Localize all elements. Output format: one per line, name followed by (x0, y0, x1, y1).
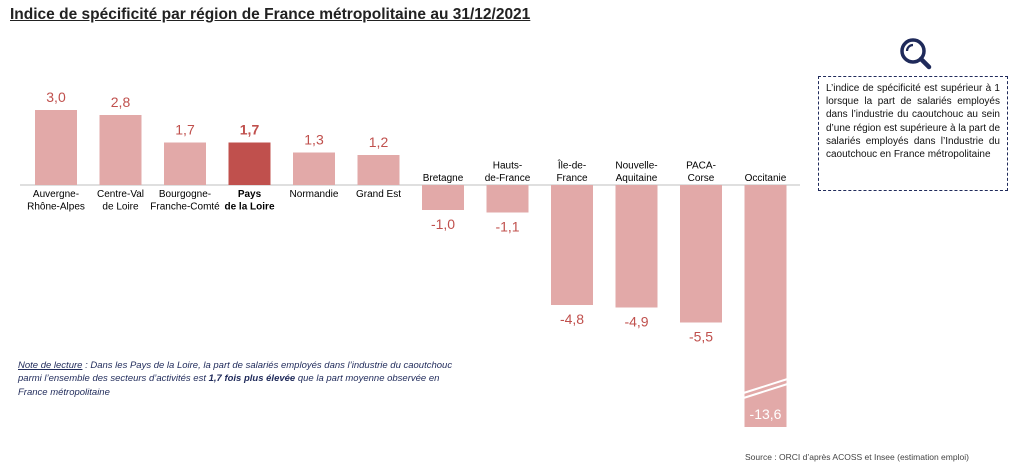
value-label: -5,5 (689, 329, 713, 345)
bar-auvergne-rhone-alpes (35, 110, 77, 185)
value-label: -1,0 (431, 216, 455, 232)
value-label: -13,6 (750, 406, 782, 422)
category-label: Bretagne (423, 173, 464, 184)
category-label: Centre-Val de Loire (97, 189, 144, 213)
value-label: 1,7 (240, 122, 260, 138)
value-label: -1,1 (495, 219, 519, 235)
bar-hauts-de-france (486, 185, 529, 213)
reading-note: Note de lecture : Dans les Pays de la Lo… (18, 359, 468, 399)
category-label: Île-de-France (556, 159, 588, 185)
category-label: Grand Est (356, 189, 401, 200)
bar-grand-est (357, 155, 400, 185)
value-label: 2,8 (111, 94, 131, 110)
source-note: Source : ORCI d’après ACOSS et Insee (es… (745, 452, 969, 462)
bar-pays-de-la-loire (228, 142, 271, 185)
category-label: Nouvelle-Aquitaine (615, 161, 657, 185)
value-label: 1,7 (175, 122, 195, 138)
bar-nouvelle-aquitaine (615, 185, 658, 308)
category-label: Normandie (290, 189, 339, 200)
bar-bretagne (422, 185, 464, 210)
note-label: Note de lecture (18, 360, 83, 371)
magnifier-icon (900, 38, 932, 70)
axis-break-mark (743, 378, 788, 399)
category-label: Auvergne-Rhône-Alpes (27, 189, 85, 213)
value-label: 1,3 (304, 132, 324, 148)
category-label: Hauts-de-France (485, 161, 531, 185)
bar-bourgogne-franche-comte (164, 142, 206, 185)
note-bold: 1,7 fois plus élevée (208, 373, 296, 385)
category-label: Pays de la Loire (224, 189, 274, 213)
value-label: -4,8 (560, 311, 584, 327)
note-text-before: : Dans les Pays de la Loire, la part de … (18, 360, 453, 385)
info-box: L’indice de spécificité est supérieur à … (818, 76, 1008, 191)
bar-normandie (293, 152, 335, 185)
chart-title: Indice de spécificité par région de Fran… (10, 6, 531, 23)
bar-paca-corse (680, 185, 722, 323)
category-label: Occitanie (745, 173, 787, 184)
note-text-after: que la part moyenne observée en France m… (18, 373, 440, 398)
value-label: 1,2 (369, 134, 389, 150)
value-label: 3,0 (46, 89, 66, 105)
bar-centre-val-de-loire (99, 115, 142, 185)
category-label: Bourgogne-Franche-Comté (150, 189, 220, 213)
value-label: -4,9 (624, 314, 648, 330)
category-label: PACA-Corse (686, 161, 716, 185)
bar-ile-de-france (551, 185, 593, 305)
